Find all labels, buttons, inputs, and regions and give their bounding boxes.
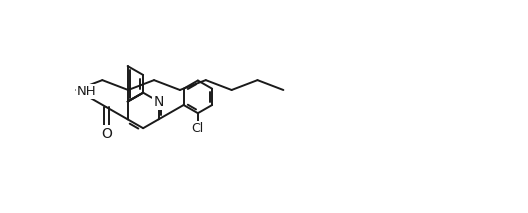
Text: O: O (101, 127, 112, 141)
Text: N: N (154, 95, 164, 109)
Text: Cl: Cl (192, 122, 204, 135)
Text: NH: NH (77, 85, 97, 98)
